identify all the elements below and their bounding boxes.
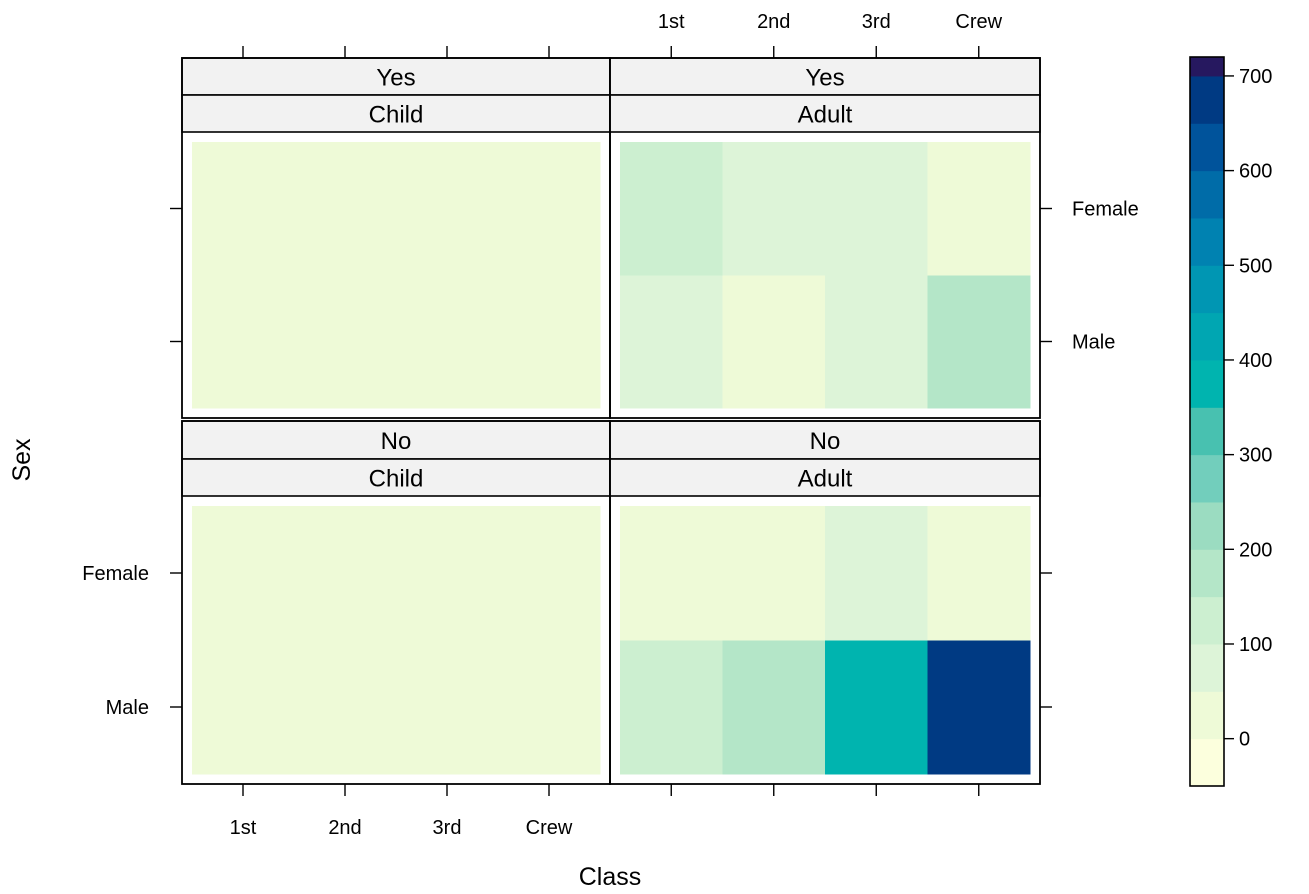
cell-female-crew bbox=[927, 142, 1031, 276]
strip-top-label: No bbox=[381, 428, 412, 455]
cell-male-1st bbox=[620, 640, 723, 775]
cell-female-1st bbox=[620, 506, 723, 641]
strip-bottom-label: Child bbox=[369, 102, 424, 129]
cell-female-2nd bbox=[722, 506, 826, 641]
panel-no-adult: No Adult bbox=[609, 420, 1041, 785]
panel-no-child: No Child bbox=[181, 420, 611, 785]
colorbar-tick-label-500: 500 bbox=[1239, 255, 1272, 277]
strip-bottom-label: Adult bbox=[798, 466, 853, 493]
colorbar-swatch bbox=[1190, 359, 1224, 408]
cell-female-3rd bbox=[396, 506, 499, 641]
colorbar: 0 100 200 300 400 500 600 700 bbox=[1189, 56, 1272, 787]
colorbar-swatch bbox=[1190, 738, 1224, 787]
colorbar-swatch bbox=[1190, 549, 1224, 598]
strip-bottom-label: Child bbox=[369, 466, 424, 493]
cell-male-3rd bbox=[396, 640, 499, 775]
colorbar-frame bbox=[1189, 56, 1225, 787]
x-tick-label-crew: Crew bbox=[526, 817, 573, 839]
cell-male-crew bbox=[927, 640, 1031, 775]
cell-male-crew bbox=[927, 275, 1031, 409]
colorbar-swatch bbox=[1190, 75, 1224, 124]
cell-female-2nd bbox=[294, 506, 397, 641]
cell-male-1st bbox=[192, 640, 295, 775]
strip-bottom bbox=[181, 94, 611, 133]
strip-top-label: No bbox=[810, 428, 841, 455]
colorbar-swatch bbox=[1190, 265, 1224, 314]
cell-male-crew bbox=[498, 275, 601, 409]
x-tick-label-top-1st: 1st bbox=[658, 11, 685, 33]
cell-female-2nd bbox=[722, 142, 826, 276]
cell-female-crew bbox=[927, 506, 1031, 641]
cell-male-1st bbox=[620, 275, 723, 409]
x-tick-label-1st: 1st bbox=[230, 817, 257, 839]
y-tick-label-right-female: Female bbox=[1072, 199, 1139, 221]
y-axis-title: Sex bbox=[8, 438, 36, 482]
cell-female-crew bbox=[498, 142, 601, 276]
strip-top-label: Yes bbox=[805, 65, 844, 92]
cell-male-2nd bbox=[722, 640, 826, 775]
cell-female-3rd bbox=[825, 142, 928, 276]
cell-female-crew bbox=[498, 506, 601, 641]
cell-male-2nd bbox=[722, 275, 826, 409]
colorbar-swatch bbox=[1190, 312, 1224, 361]
colorbar-swatch bbox=[1190, 501, 1224, 550]
x-tick-label-2nd: 2nd bbox=[328, 817, 361, 839]
colorbar-swatch bbox=[1190, 217, 1224, 266]
cell-female-3rd bbox=[825, 506, 928, 641]
strip-top bbox=[181, 57, 611, 96]
strip-top-label: Yes bbox=[376, 65, 415, 92]
y-tick-label-female: Female bbox=[82, 563, 149, 585]
colorbar-swatch bbox=[1190, 691, 1224, 740]
colorbar-tick-label-200: 200 bbox=[1239, 539, 1272, 561]
y-tick-label-male: Male bbox=[106, 697, 149, 719]
x-tick-label-top-3rd: 3rd bbox=[862, 11, 891, 33]
colorbar-swatch bbox=[1190, 454, 1224, 503]
cell-male-3rd bbox=[825, 640, 928, 775]
colorbar-tick-label-700: 700 bbox=[1239, 66, 1272, 88]
cell-male-3rd bbox=[825, 275, 928, 409]
cell-female-1st bbox=[192, 142, 295, 276]
panel-frame bbox=[609, 420, 1041, 785]
colorbar-tick-label-400: 400 bbox=[1239, 350, 1272, 372]
colorbar-swatch bbox=[1190, 407, 1224, 456]
axes-layer: 1st 2nd 3rd Crew Male Female 1st 2nd 3rd Crew Male… bbox=[82, 11, 1138, 839]
colorbar-swatch bbox=[1190, 596, 1224, 645]
x-tick-label-top-crew: Crew bbox=[955, 11, 1002, 33]
cell-female-1st bbox=[620, 142, 723, 276]
x-tick-label-3rd: 3rd bbox=[433, 817, 462, 839]
panels-layer: Yes Child Yes Adult No Child No Adult bbox=[181, 57, 1041, 785]
colorbar-swatch bbox=[1190, 123, 1224, 172]
cell-female-1st bbox=[192, 506, 295, 641]
panel-yes-child: Yes Child bbox=[181, 57, 611, 419]
strip-bottom bbox=[181, 458, 611, 497]
colorbar-tick-label-0: 0 bbox=[1239, 729, 1250, 751]
colorbar-swatch bbox=[1190, 57, 1224, 77]
panel-yes-adult: Yes Adult bbox=[609, 57, 1041, 419]
colorbar-swatch bbox=[1190, 170, 1224, 219]
strip-bottom-label: Adult bbox=[798, 102, 853, 129]
colorbar-tick-label-100: 100 bbox=[1239, 634, 1272, 656]
y-tick-label-right-male: Male bbox=[1072, 332, 1115, 354]
cell-male-2nd bbox=[294, 640, 397, 775]
colorbar-swatch bbox=[1190, 643, 1224, 692]
x-tick-label-top-2nd: 2nd bbox=[757, 11, 790, 33]
colorbar-tick-label-300: 300 bbox=[1239, 445, 1272, 467]
x-axis-title: Class bbox=[579, 863, 642, 891]
panel-frame bbox=[609, 57, 1041, 419]
cell-male-2nd bbox=[294, 275, 397, 409]
cell-male-crew bbox=[498, 640, 601, 775]
colorbar-tick-label-600: 600 bbox=[1239, 161, 1272, 183]
cell-male-1st bbox=[192, 275, 295, 409]
cell-female-3rd bbox=[396, 142, 499, 276]
cell-female-2nd bbox=[294, 142, 397, 276]
cell-male-3rd bbox=[396, 275, 499, 409]
